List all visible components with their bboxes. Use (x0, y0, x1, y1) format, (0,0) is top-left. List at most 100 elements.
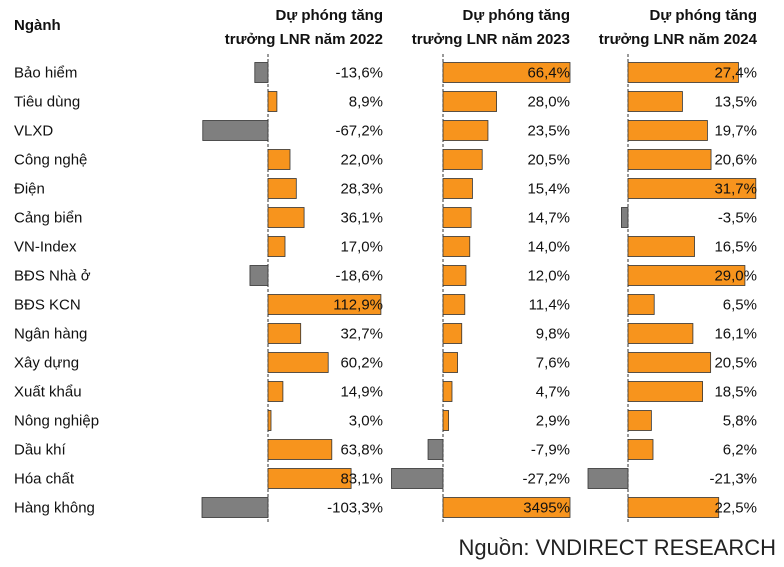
bar (627, 439, 654, 460)
data-label: 15,4% (527, 181, 570, 198)
data-label: 14,7% (527, 210, 570, 227)
data-label: 20,6% (714, 152, 757, 169)
bar (254, 62, 269, 83)
data-label: 28,3% (340, 181, 383, 198)
bar (627, 236, 695, 257)
data-label: 16,1% (714, 326, 757, 343)
bar (249, 265, 269, 286)
category-label: VLXD (14, 123, 53, 140)
data-label: 3495% (523, 500, 570, 517)
bar (267, 91, 278, 112)
bar (627, 265, 746, 286)
category-label: Nông nghiệp (14, 413, 99, 430)
bar (391, 468, 444, 489)
bar (267, 236, 286, 257)
data-label: 29,0% (714, 268, 757, 285)
data-label: 17,0% (340, 239, 383, 256)
data-label: 60,2% (340, 355, 383, 372)
bar (442, 236, 471, 257)
data-label: 6,2% (723, 442, 757, 459)
data-label: 20,5% (527, 152, 570, 169)
bar (627, 62, 739, 83)
data-label: 20,5% (714, 355, 757, 372)
bar (267, 381, 284, 402)
data-label: 66,4% (527, 65, 570, 82)
category-label: Tiêu dùng (14, 94, 80, 111)
data-label: 2,9% (536, 413, 570, 430)
bar (627, 294, 655, 315)
bar (627, 91, 683, 112)
data-label: 14,0% (527, 239, 570, 256)
bar (267, 149, 291, 170)
bar (627, 323, 694, 344)
data-label: -3,5% (718, 210, 757, 227)
bar (442, 294, 466, 315)
bar (442, 352, 458, 373)
data-label: -7,9% (531, 442, 570, 459)
data-label: 31,7% (714, 181, 757, 198)
data-label: 5,8% (723, 413, 757, 430)
series-header-line2: trưởng LNR năm 2023 (412, 31, 570, 48)
bar (627, 352, 712, 373)
bar (627, 178, 757, 199)
bar (442, 149, 483, 170)
series-header-line2: trưởng LNR năm 2024 (599, 31, 758, 48)
data-label: 32,7% (340, 326, 383, 343)
bar (267, 468, 352, 489)
data-label: 27,4% (714, 65, 757, 82)
data-label: 112,9% (333, 297, 383, 314)
bar (627, 120, 708, 141)
bar (442, 120, 489, 141)
category-header: Ngành (14, 17, 61, 34)
data-label: 18,5% (714, 384, 757, 401)
data-label: 12,0% (527, 268, 570, 285)
header-layer: Ngành Dự phóng tăng trưởng LNR năm 2022 Dự … (14, 7, 758, 48)
data-label: -27,2% (522, 471, 570, 488)
bar (621, 207, 629, 228)
data-label: 7,6% (536, 355, 570, 372)
data-label: 3,0% (349, 413, 383, 430)
category-label: Hàng không (14, 500, 95, 517)
category-label: Điện (14, 181, 45, 198)
data-label: 16,5% (714, 239, 757, 256)
data-label: 13,5% (714, 94, 757, 111)
series-header-line2: trưởng LNR năm 2022 (225, 31, 383, 48)
data-label: 23,5% (527, 123, 570, 140)
category-label: Công nghệ (14, 152, 87, 169)
data-label: 36,1% (340, 210, 383, 227)
data-label: -67,2% (335, 123, 383, 140)
data-label: -21,3% (709, 471, 757, 488)
bar (442, 265, 467, 286)
bar (627, 497, 720, 518)
bar (267, 439, 333, 460)
bar (442, 410, 449, 431)
data-label: -103,3% (327, 500, 383, 517)
bar (587, 468, 629, 489)
bar (627, 149, 712, 170)
bar (442, 91, 497, 112)
data-label: 9,8% (536, 326, 570, 343)
category-label: Xuất khẩu (14, 384, 82, 401)
bar (267, 294, 382, 315)
bar (267, 410, 272, 431)
bar (442, 207, 472, 228)
category-label: Ngân hàng (14, 326, 87, 343)
bar (267, 207, 305, 228)
data-label: 11,4% (529, 297, 570, 314)
bar (442, 323, 463, 344)
source-note: Nguồn: VNDIRECT RESEARCH (458, 535, 776, 560)
category-label: BĐS Nhà ở (14, 268, 91, 285)
data-label: 19,7% (714, 123, 757, 140)
data-label: 63,8% (340, 442, 383, 459)
bar (627, 381, 703, 402)
bar (442, 62, 571, 83)
bar (267, 323, 302, 344)
category-label: Bảo hiểm (14, 65, 77, 82)
data-label: 6,5% (723, 297, 757, 314)
bar (442, 381, 453, 402)
data-label: 14,9% (340, 384, 383, 401)
category-label: VN-Index (14, 239, 77, 256)
bar (627, 410, 652, 431)
data-label: 83,1% (340, 471, 383, 488)
